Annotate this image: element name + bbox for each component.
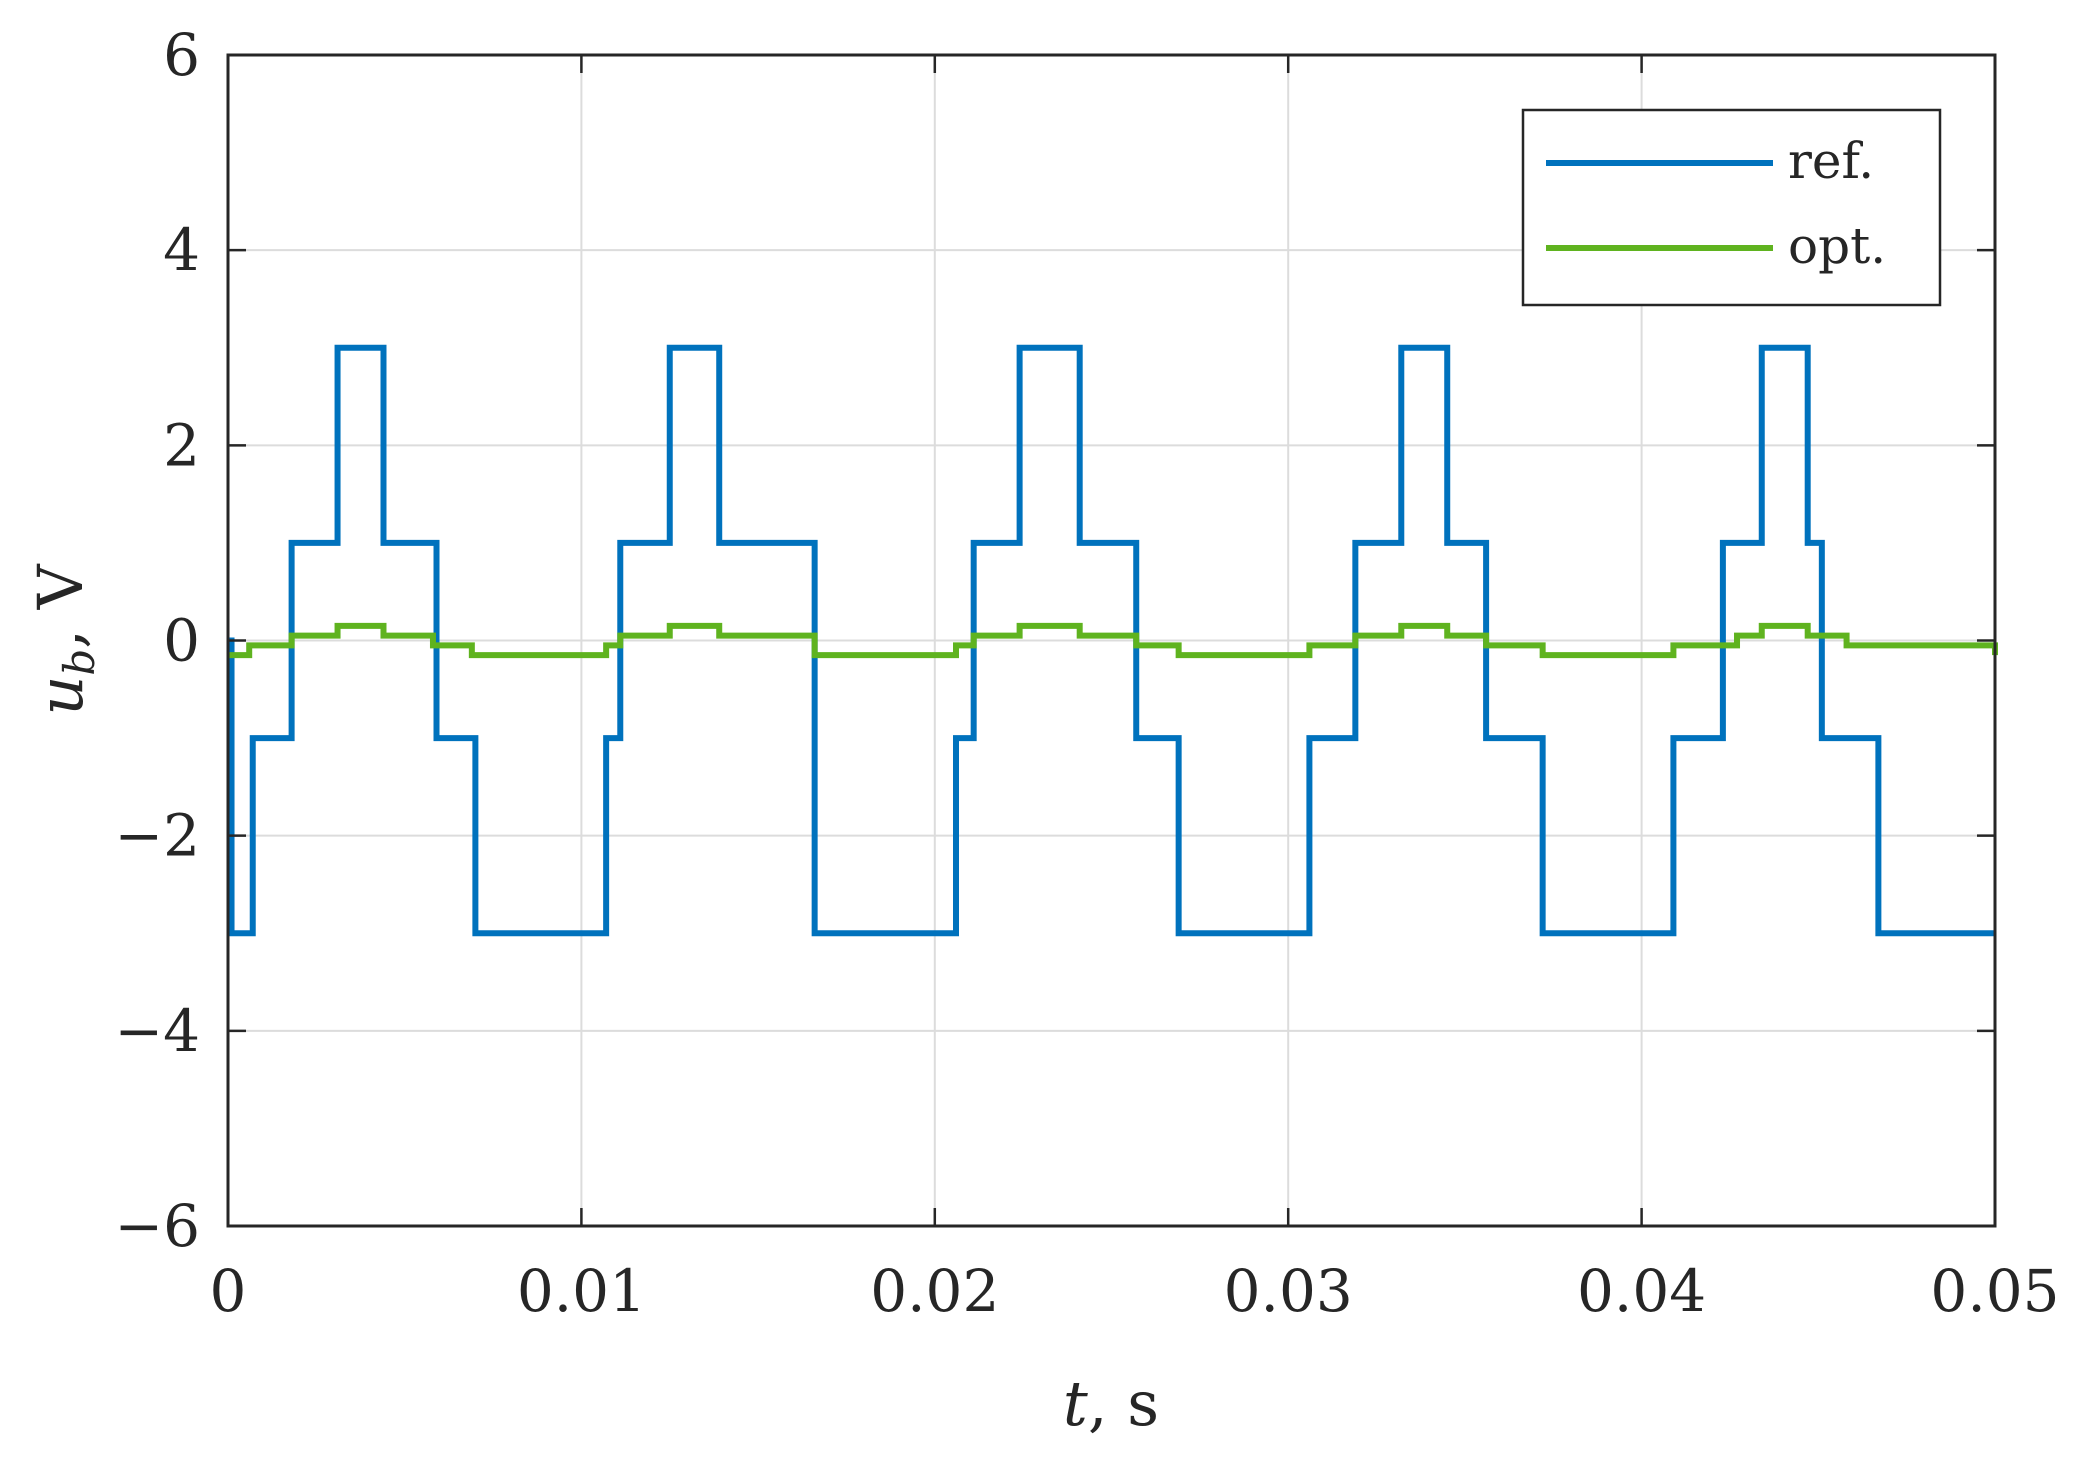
x-tick-label: 0.03 [1224,1257,1353,1325]
x-tick-label: 0.05 [1930,1257,2059,1325]
y-tick-label: 2 [163,411,200,479]
y-axis-label: ub, V [24,563,104,715]
y-tick-label: −6 [115,1192,201,1260]
legend-label-opt: opt. [1788,217,1886,275]
ticks: 0 0.01 0.02 0.03 0.04 0.05 6 4 2 0 −2 −4 −6 [115,21,2060,1325]
grid [228,55,1995,1226]
y-tick-label: −4 [115,997,201,1065]
y-tick-label: 6 [163,21,200,89]
y-tick-label: 0 [163,607,200,675]
legend: ref. opt. [1521,108,1942,307]
x-axis-label: t, s [1063,1367,1159,1440]
series-line-opt [228,622,1998,659]
series-layer [228,344,1998,937]
y-tick-label: 4 [163,216,200,284]
x-tick-label: 0.01 [517,1257,646,1325]
series-line-ref [228,344,1995,937]
x-tick-label: 0.04 [1577,1257,1706,1325]
x-tick-label: 0 [210,1257,247,1325]
legend-label-ref: ref. [1788,132,1874,190]
y-tick-label: −2 [115,802,201,870]
x-tick-label: 0.02 [870,1257,999,1325]
legend-box [1521,108,1942,307]
